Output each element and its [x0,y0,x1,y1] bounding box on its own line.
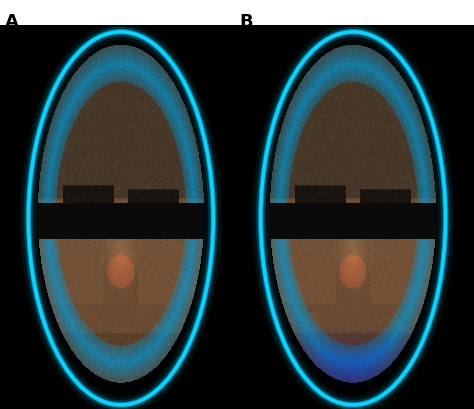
Text: A: A [5,13,19,31]
Bar [37,204,204,239]
Bar [0,0,474,26]
Text: B: B [239,13,253,31]
Bar [270,204,436,239]
